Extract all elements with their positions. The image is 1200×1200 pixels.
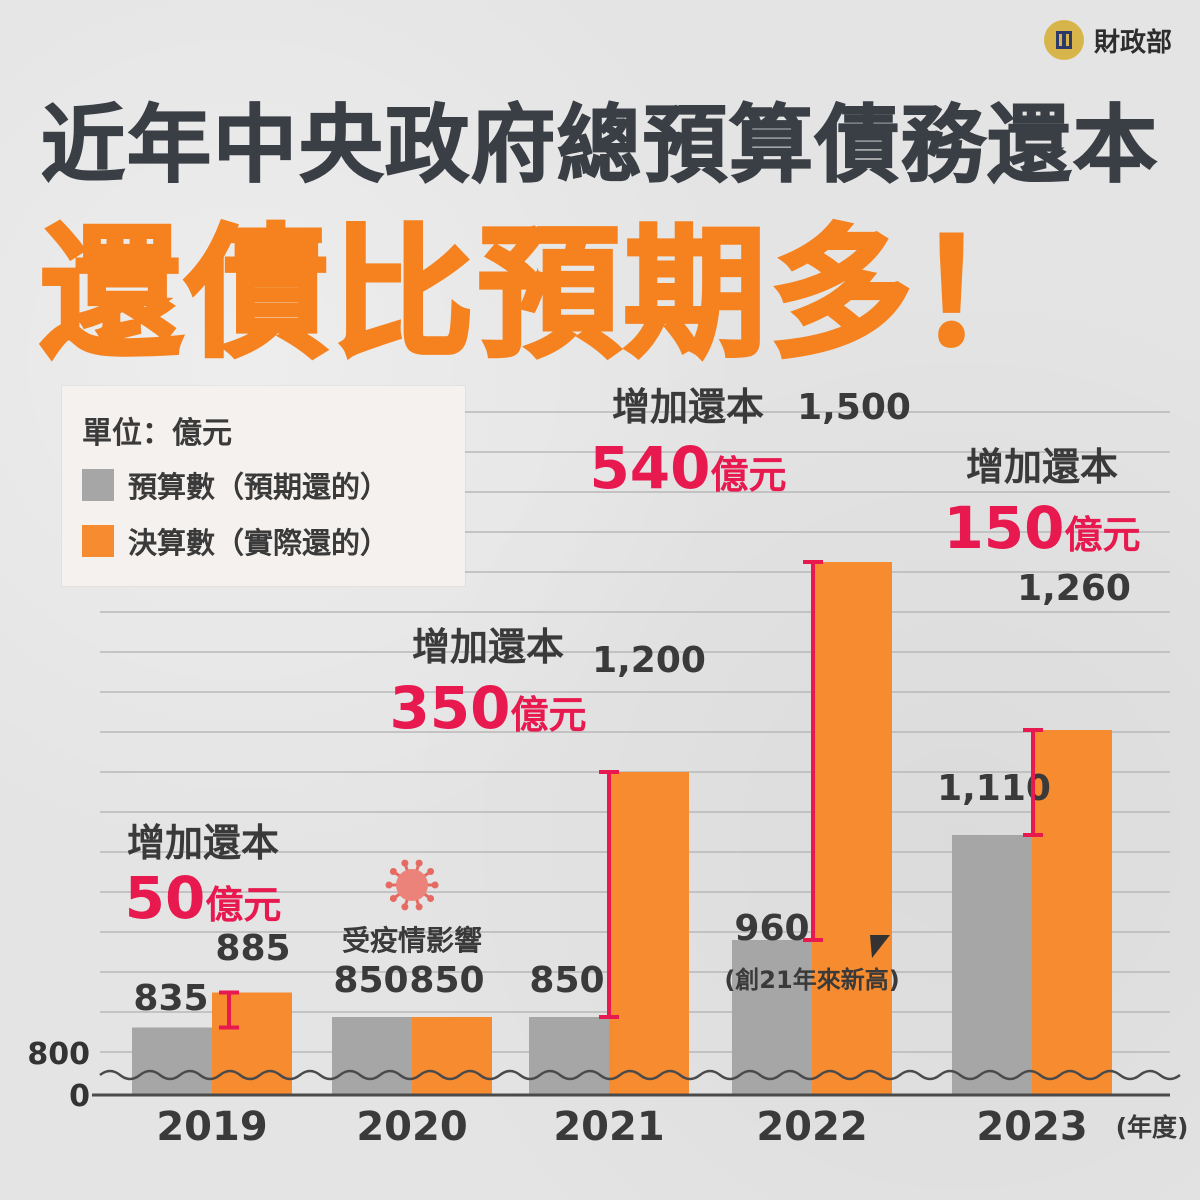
bar-budget-2021 xyxy=(529,1017,609,1095)
bar-actual-2020 xyxy=(412,1017,492,1095)
annotation-title: 增加還本 xyxy=(966,445,1118,489)
data-label-budget: 835 xyxy=(133,978,208,1019)
annotation-title: 增加還本 xyxy=(612,385,764,429)
x-tick-label: 2020 xyxy=(356,1104,467,1150)
ministry-logo: 財政部 xyxy=(1043,18,1172,62)
bar-budget-2023 xyxy=(952,835,1032,1095)
ministry-name: 財政部 xyxy=(1093,27,1172,58)
legend-label-actual: 決算數（實際還的） xyxy=(128,526,390,560)
annotation-amount-unit: 億元 xyxy=(205,883,281,927)
legend-item-budget: 預算數（預期還的） xyxy=(82,464,389,506)
bar-budget-2020 xyxy=(332,1017,412,1095)
annotation-title: 增加還本 xyxy=(412,625,564,669)
annotation-amount: 150億元 xyxy=(943,494,1140,562)
y-tick-label: 800 xyxy=(27,1037,90,1072)
legend-swatch-actual xyxy=(82,525,114,557)
x-axis-unit: (年度) xyxy=(1116,1113,1189,1142)
annotation-amount-number: 540 xyxy=(589,434,710,502)
annotation-amount: 540億元 xyxy=(589,434,786,502)
annotation-amount-number: 150 xyxy=(943,494,1064,562)
legend-swatch-budget xyxy=(82,469,114,501)
bar-actual-2021 xyxy=(609,772,689,1095)
annotation-amount-number: 50 xyxy=(125,864,206,932)
annotation-note: (創21年來新高) xyxy=(724,966,899,994)
bar-budget-2022 xyxy=(732,940,812,1095)
legend-label-budget: 預算數（預期還的） xyxy=(128,470,390,504)
x-tick-label: 2019 xyxy=(156,1104,267,1150)
annotation-amount-unit: 億元 xyxy=(711,453,787,497)
page-headline: 還債比預期多！ xyxy=(38,210,1062,379)
ministry-seal-icon xyxy=(1043,20,1084,60)
virus-icon xyxy=(385,859,439,911)
data-label-budget: 850 xyxy=(529,960,604,1001)
annotation-amount: 50億元 xyxy=(125,864,282,932)
annotation-amount-number: 350 xyxy=(389,674,510,742)
axis-break-wave xyxy=(99,1069,1181,1081)
bar-actual-2022 xyxy=(812,562,892,1095)
data-label-actual: 885 xyxy=(215,928,290,969)
annotation-amount-unit: 億元 xyxy=(511,693,587,737)
data-label-actual: 1,500 xyxy=(797,387,911,428)
data-label-actual: 1,260 xyxy=(1017,568,1131,609)
data-label-budget: 850 xyxy=(333,960,408,1001)
annotation-amount: 350億元 xyxy=(389,674,586,742)
legend-unit: 單位：億元 xyxy=(82,416,232,451)
x-tick-label: 2022 xyxy=(756,1104,867,1150)
data-label-actual: 1,200 xyxy=(592,640,706,681)
annotation-amount-unit: 億元 xyxy=(1065,513,1141,557)
legend: 單位：億元 預算數（預期還的） 決算數（實際還的） xyxy=(62,386,465,586)
annotation-note: 受疫情影響 xyxy=(342,924,482,957)
pointer-mark xyxy=(870,935,890,958)
data-label-budget: 960 xyxy=(734,908,809,949)
page-title: 近年中央政府總預算債務還本 xyxy=(40,95,1159,195)
bar-actual-2023 xyxy=(1032,730,1112,1095)
bar-budget-2019 xyxy=(132,1027,212,1095)
annotation-title: 增加還本 xyxy=(127,821,279,865)
x-tick-label: 2021 xyxy=(553,1104,664,1150)
legend-item-actual: 決算數（實際還的） xyxy=(82,520,389,562)
x-tick-label: 2023 xyxy=(976,1104,1087,1150)
data-label-actual: 850 xyxy=(409,960,484,1001)
y-tick-label: 0 xyxy=(69,1079,90,1114)
